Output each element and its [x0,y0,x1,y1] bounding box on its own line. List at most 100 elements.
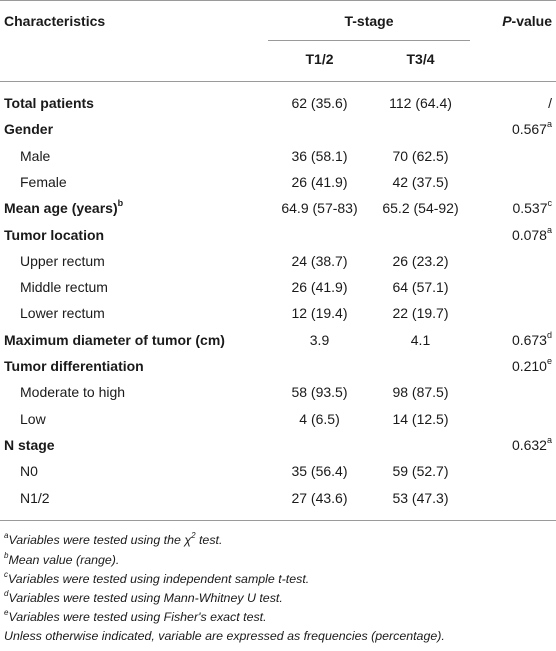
cell-t12-text: 12 (19.4) [291,305,348,321]
cell-t12: 4 (6.5) [268,411,371,428]
cell-t12: 26 (41.9) [268,279,371,296]
row-label-text: N1/2 [20,490,50,506]
cell-t12: 26 (41.9) [268,174,371,191]
cell-t12-text: 4 (6.5) [299,411,340,427]
row-label-text: Middle rectum [20,279,108,295]
row-label: Mean age (years)b [4,198,124,217]
row-label-text: Upper rectum [20,253,105,269]
cell-t34: 42 (37.5) [371,174,470,191]
cell-p-value: 0.632a [470,435,552,454]
cell-t34-text: 4.1 [410,332,431,348]
cell-t34-text: 26 (23.2) [392,253,449,269]
header-characteristics: Characteristics [4,13,106,29]
cell-p-value-text: 0.537 [512,200,548,216]
cell-t12-text: 58 (93.5) [291,384,348,400]
cell-t34: 22 (19.7) [371,305,470,322]
footnote-d-mark: d [4,588,9,598]
cell-t34: 14 (12.5) [371,411,470,428]
footnote-b-text: Mean value (range). [8,553,120,567]
row-label-text: N0 [20,463,38,479]
chi-exponent: 2 [191,530,196,540]
tstage-underline [268,40,470,41]
row-label-text: Gender [4,121,54,137]
cell-t12-text: 26 (41.9) [291,174,348,190]
row-label-text: Female [20,174,67,190]
cell-p-value-text: 0.078 [511,227,547,243]
row-label: Maximum diameter of tumor (cm) [4,332,225,349]
cell-t12: 62 (35.6) [268,95,371,112]
cell-t34: 59 (52.7) [371,463,470,480]
cell-t34-text: 65.2 (54-92) [382,200,459,216]
p-value-footnote-mark: a [546,225,552,236]
row-label: Female [4,174,67,191]
row-label: Tumor location [4,227,104,244]
cell-t12: 3.9 [268,332,371,349]
cell-t12: 64.9 (57-83) [268,200,371,217]
cell-t12-text: 35 (56.4) [291,463,348,479]
row-label-text: Lower rectum [20,305,105,321]
footnote-e-text: Variables were tested using Fisher's exa… [8,610,267,624]
footnote-d: dVariables were tested using Mann-Whitne… [4,588,283,606]
p-value-footnote-mark: e [546,356,552,367]
footnote-d-text: Variables were tested using Mann-Whitney… [8,591,283,605]
cell-t34-text: 64 (57.1) [392,279,449,295]
cell-t12-text: 36 (58.1) [291,148,348,164]
cell-p-value-text: 0.673 [511,332,547,348]
header-p-suffix: -value [511,13,552,29]
cell-p-value-text: 0.210 [511,358,547,374]
row-label: Upper rectum [4,253,105,270]
row-label-text: Low [20,411,46,427]
row-label-text: Male [20,148,51,164]
cell-p-value: 0.537c [470,198,553,217]
cell-t12-text: 24 (38.7) [291,253,348,269]
cell-t34: 53 (47.3) [371,490,470,507]
cell-t34-text: 70 (62.5) [392,148,449,164]
cell-p-value-text: 0.567 [511,121,547,137]
footnote-a-post: test. [195,533,223,547]
cell-t34: 4.1 [371,332,470,349]
row-label: Lower rectum [4,305,105,322]
cell-t34-text: 59 (52.7) [392,463,449,479]
cell-t34: 112 (64.4) [371,95,470,112]
row-label: Moderate to high [4,384,125,401]
cell-t34: 98 (87.5) [371,384,470,401]
p-value-footnote-mark: a [546,119,552,130]
footnote-c: cVariables were tested using independent… [4,570,310,587]
footnote-c-text: Variables were tested using independent … [8,572,310,586]
p-value-footnote-mark: a [546,435,552,446]
row-label: Male [4,148,50,165]
header-t34: T3/4 [406,51,435,67]
row-label: Low [4,411,46,428]
row-label: Gender [4,121,53,138]
cell-t12-text: 62 (35.6) [291,95,348,111]
footnote-general: Unless otherwise indicated, variable are… [4,629,445,643]
cell-p-value: 0.673d [470,330,552,349]
cell-t34-text: 14 (12.5) [392,411,449,427]
cell-t12-text: 27 (43.6) [291,490,348,506]
cell-t12-text: 3.9 [309,332,330,348]
cell-t12-text: 64.9 (57-83) [281,200,358,216]
cell-p-value: / [470,95,552,112]
row-label-text: Tumor differentiation [4,358,144,374]
table-top-rule [0,0,556,1]
p-value-footnote-mark: d [546,330,552,341]
cell-t34-text: 112 (64.4) [389,95,452,111]
header-tstage: T-stage [344,13,394,29]
cell-t34: 70 (62.5) [371,148,470,165]
cell-p-value-text: / [548,95,552,111]
p-value-footnote-mark: c [547,198,553,209]
table-bottom-rule [0,520,556,521]
row-label: N stage [4,437,55,454]
footnote-b: bMean value (range). [4,550,120,568]
cell-p-value: 0.210e [470,356,552,375]
row-label-footnote-mark: b [117,198,124,209]
footnote-a-mark: a [4,530,9,540]
cell-t12: 27 (43.6) [268,490,371,507]
row-label-text: Mean age (years) [4,200,118,216]
row-label: N1/2 [4,490,50,507]
footnote-b-mark: b [4,550,9,560]
row-label: Total patients [4,95,94,112]
cell-t34: 64 (57.1) [371,279,470,296]
cell-t34-text: 42 (37.5) [392,174,449,190]
cell-t12: 35 (56.4) [268,463,371,480]
